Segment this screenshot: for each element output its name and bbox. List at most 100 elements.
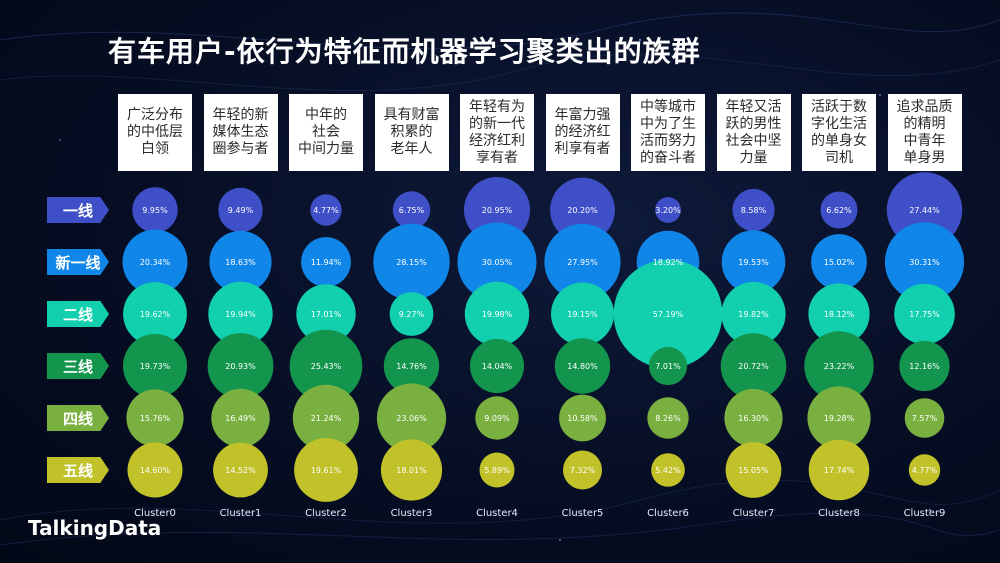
tier-label-2: 二线 — [47, 301, 109, 327]
bubble-label-r2-c3: 9.27% — [399, 310, 425, 319]
bubble-label-r1-c1: 18.63% — [225, 258, 256, 267]
cluster-description-6: 中等城市 中为了生 活而努力 的奋斗者 — [631, 94, 705, 171]
bubble-r3-c0 — [123, 334, 187, 398]
bubble-label-r3-c7: 20.72% — [738, 362, 769, 371]
cluster-description-5: 年富力强 的经济红 利享有者 — [545, 94, 620, 171]
bubble-r1-c4 — [457, 222, 537, 302]
bubble-label-r0-c8: 6.62% — [826, 206, 852, 215]
bubble-label-r5-c4: 5.89% — [484, 466, 510, 475]
bubble-label-r0-c2: 4.77% — [313, 206, 339, 215]
bubble-label-r1-c9: 30.31% — [909, 258, 940, 267]
bubble-label-r1-c0: 20.34% — [140, 258, 171, 267]
bubble-r2-c7 — [721, 281, 786, 347]
cluster-description-1: 年轻的新 媒体生态 圈参与者 — [203, 94, 278, 171]
bubble-r0-c1 — [218, 187, 263, 233]
bubble-label-r5-c0: 14.60% — [140, 466, 171, 475]
bubble-r3-c9 — [899, 340, 950, 392]
bubble-r5-c9 — [908, 454, 941, 486]
bubble-r2-c4 — [464, 281, 530, 347]
bubble-label-r4-c8: 19.28% — [824, 414, 855, 423]
bubble-r2-c8 — [808, 283, 870, 345]
bubble-label-r3-c6: 7.01% — [655, 362, 681, 371]
bubble-label-r0-c0: 9.95% — [142, 206, 168, 215]
bubble-r0-c3 — [392, 191, 431, 229]
bubble-r1-c1 — [209, 230, 272, 294]
bubble-label-r4-c4: 9.09% — [484, 414, 510, 423]
bubble-r0-c2 — [310, 194, 342, 226]
bubble-r4-c9 — [904, 398, 945, 438]
bubble-r1-c3 — [373, 223, 450, 301]
bubble-r1-c0 — [122, 229, 188, 295]
bubble-r3-c2 — [289, 329, 363, 403]
bubble-r5-c5 — [563, 450, 602, 490]
bubble-r4-c1 — [211, 388, 270, 448]
bubble-label-r0-c9: 27.44% — [909, 206, 940, 215]
bubble-r5-c8 — [808, 439, 870, 501]
bubble-label-r2-c0: 19.62% — [140, 310, 171, 319]
cluster-label-1: Cluster1 — [220, 508, 262, 519]
cluster-description-3: 具有财富 积累的 老年人 — [374, 94, 449, 171]
bubble-r3-c8 — [804, 331, 874, 401]
cluster-label-3: Cluster3 — [391, 508, 433, 519]
bubble-r5-c3 — [380, 439, 443, 501]
bubble-label-r1-c8: 15.02% — [824, 258, 855, 267]
bubble-label-r4-c0: 15.76% — [140, 414, 171, 423]
bubble-label-r4-c1: 16.49% — [225, 414, 256, 423]
bubble-label-r1-c3: 28.15% — [396, 258, 427, 267]
bubble-label-r0-c3: 6.75% — [399, 206, 425, 215]
bubble-r1-c8 — [811, 234, 867, 290]
bubble-r2-c3 — [389, 292, 434, 336]
bubble-r0-c8 — [820, 191, 858, 229]
bubble-label-r2-c2: 17.01% — [311, 310, 342, 319]
bubble-label-r3-c3: 14.76% — [396, 362, 427, 371]
bubble-label-r5-c5: 7.32% — [570, 466, 596, 475]
bubble-label-r2-c8: 18.12% — [824, 310, 855, 319]
bubble-r0-c5 — [550, 177, 615, 243]
bubble-label-r2-c1: 19.94% — [225, 310, 256, 319]
bubble-r4-c7 — [724, 388, 783, 448]
cluster-description-4: 年轻有为 的新一代 经济红利 享有者 — [460, 94, 534, 171]
bubble-label-r0-c4: 20.95% — [482, 206, 513, 215]
bubble-r4-c5 — [559, 394, 606, 442]
cluster-label-9: Cluster9 — [904, 508, 946, 519]
bubble-label-r1-c2: 11.94% — [311, 258, 342, 267]
bubble-r2-c6 — [613, 259, 723, 369]
bubble-r2-c0 — [123, 282, 187, 346]
bubble-r3-c1 — [207, 333, 274, 399]
bubble-r1-c9 — [884, 222, 965, 302]
bubble-label-r0-c7: 8.58% — [741, 206, 767, 215]
bubble-r4-c4 — [475, 396, 519, 440]
bubble-r5-c0 — [127, 442, 183, 498]
cluster-description-9: 追求品质 的精明 中青年 单身男 — [887, 94, 962, 171]
cluster-label-0: Cluster0 — [134, 508, 176, 519]
bubble-label-r4-c5: 10.58% — [567, 414, 598, 423]
bubble-r2-c5 — [551, 282, 614, 346]
bubble-label-r1-c5: 27.95% — [567, 258, 598, 267]
bubble-r4-c0 — [126, 389, 184, 447]
bubble-r5-c6 — [651, 453, 685, 487]
bubble-label-r5-c3: 18.01% — [396, 466, 427, 475]
bubble-label-r4-c7: 16.30% — [738, 414, 769, 423]
bubble-label-r3-c9: 12.16% — [909, 362, 940, 371]
bubble-label-r5-c6: 5.42% — [655, 466, 681, 475]
bubble-r3-c7 — [720, 333, 787, 399]
talkingdata-logo: TalkingData — [28, 516, 162, 540]
bubble-r3-c6 — [648, 346, 688, 386]
cluster-label-4: Cluster4 — [476, 508, 518, 519]
cluster-label-2: Cluster2 — [305, 508, 347, 519]
bubble-label-r0-c6: 3.20% — [655, 206, 681, 215]
tier-label-1: 新一线 — [47, 249, 109, 275]
bubble-r2-c2 — [296, 284, 356, 344]
bubble-label-r2-c9: 17.75% — [909, 310, 940, 319]
bubble-r4-c8 — [807, 386, 871, 450]
tier-label-4: 四线 — [47, 405, 109, 431]
bubble-label-r3-c5: 14.80% — [567, 362, 598, 371]
bubble-label-r0-c5: 20.20% — [567, 206, 598, 215]
tier-label-0: 一线 — [47, 197, 109, 223]
bubble-r4-c6 — [647, 397, 689, 439]
bubble-label-r2-c4: 19.98% — [482, 310, 513, 319]
bubble-r0-c7 — [732, 188, 775, 232]
bubble-label-r3-c8: 23.22% — [824, 362, 855, 371]
